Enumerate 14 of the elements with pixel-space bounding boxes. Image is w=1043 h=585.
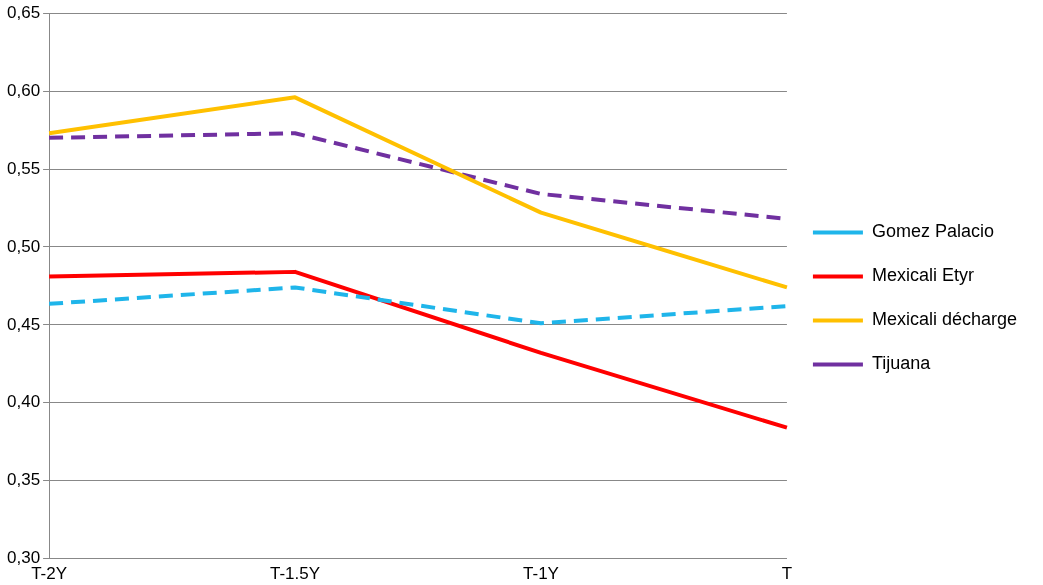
y-tick-label: 0,35 (6, 470, 41, 490)
legend-label: Mexicali Etyr (871, 265, 974, 286)
x-tick-label: T-1Y (523, 564, 559, 584)
y-tick-label: 0,55 (6, 158, 41, 178)
x-tick-label: T-1.5Y (269, 564, 321, 584)
y-tick-label: 0,50 (6, 236, 41, 256)
legend-label: Tijuana (871, 353, 932, 374)
legend-label: Gomez Palacio (871, 221, 994, 242)
legend-label: Mexicali décharge (871, 309, 1018, 330)
y-tick-label: 0,65 (6, 2, 41, 22)
y-tick-label: 0,45 (6, 314, 41, 334)
y-tick-label: 0,60 (6, 80, 41, 100)
y-tick-label: 0,40 (6, 392, 41, 412)
x-tick-label: T (781, 564, 793, 584)
